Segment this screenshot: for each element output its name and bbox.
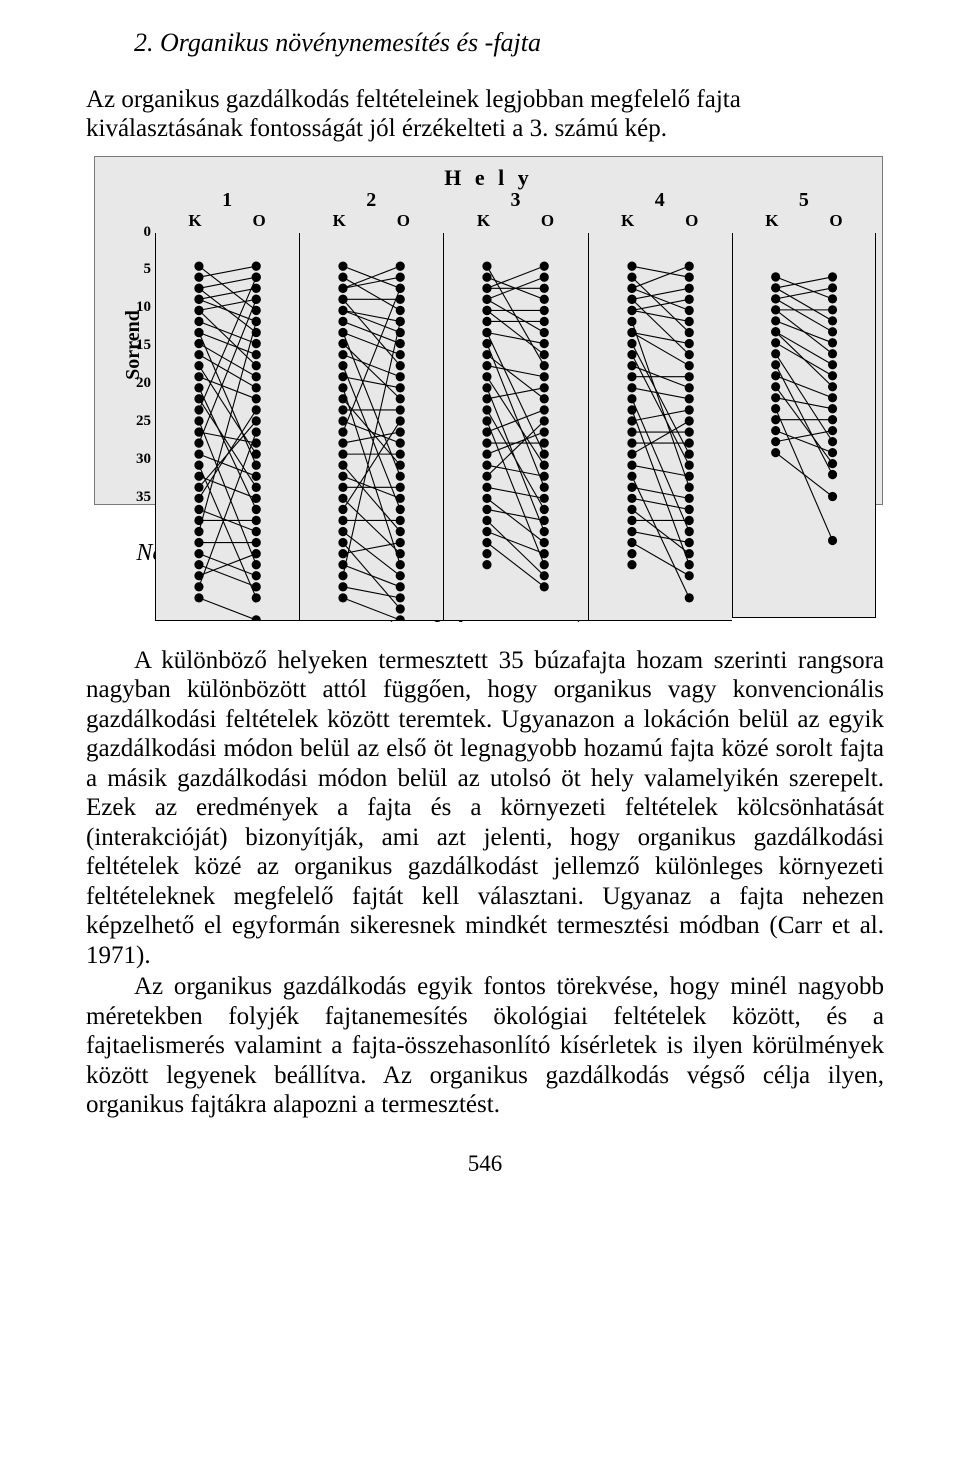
ytick-label: 25 bbox=[136, 413, 151, 431]
intro-paragraph: Az organikus gazdálkodás feltételeinek l… bbox=[86, 85, 884, 144]
ytick-label: 20 bbox=[136, 375, 151, 393]
chart-panel: 5KO bbox=[732, 193, 876, 498]
body-paragraph-1: A különböző helyeken termesztett 35 búza… bbox=[86, 646, 884, 971]
chart-title: H e l y bbox=[101, 165, 876, 191]
panel-svg bbox=[733, 233, 875, 617]
ytick-label: 10 bbox=[136, 299, 151, 317]
panel-sublabel: K bbox=[188, 211, 201, 231]
chart-yaxis: 05101520253035 bbox=[101, 193, 155, 498]
panel-sublabels: KO bbox=[732, 211, 876, 231]
chart-panels: 1KO2KO3KO4KO5KO bbox=[155, 193, 876, 498]
panel-sublabels: KO bbox=[155, 211, 299, 231]
page-number: 546 bbox=[86, 1150, 884, 1177]
panel-svg bbox=[156, 233, 299, 620]
panel-number: 1 bbox=[222, 189, 232, 213]
panel-number: 3 bbox=[511, 189, 521, 213]
chart-panel: 4KO bbox=[588, 193, 732, 498]
panel-sublabel: K bbox=[621, 211, 634, 231]
panel-sublabel: K bbox=[477, 211, 490, 231]
panel-sublabels: KO bbox=[299, 211, 443, 231]
panel-sublabel: O bbox=[829, 211, 842, 231]
ytick-label: 0 bbox=[144, 224, 152, 242]
panel-number: 2 bbox=[366, 189, 376, 213]
ytick-label: 35 bbox=[136, 489, 151, 507]
section-heading: 2. Organikus növénynemesítés és -fajta bbox=[134, 28, 884, 59]
panel-sublabel: O bbox=[253, 211, 266, 231]
panel-number: 4 bbox=[655, 189, 665, 213]
panel-sublabel: K bbox=[765, 211, 778, 231]
chart-container: H e l y Sorrend 05101520253035 1KO2KO3KO… bbox=[86, 156, 884, 505]
panel-svg bbox=[300, 233, 443, 620]
panel-sublabels: KO bbox=[588, 211, 732, 231]
body-paragraph-2: Az organikus gazdálkodás egyik fontos tö… bbox=[86, 972, 884, 1120]
chart-panel: 3KO bbox=[443, 193, 587, 498]
panel-svg bbox=[589, 233, 732, 620]
ytick-label: 30 bbox=[136, 451, 151, 469]
ytick-label: 5 bbox=[144, 262, 152, 280]
panel-sublabel: O bbox=[541, 211, 554, 231]
panel-sublabel: O bbox=[397, 211, 410, 231]
panel-sublabels: KO bbox=[443, 211, 587, 231]
panel-sublabel: O bbox=[685, 211, 698, 231]
chart-panel: 2KO bbox=[299, 193, 443, 498]
panel-number: 5 bbox=[799, 189, 809, 213]
panel-sublabel: K bbox=[333, 211, 346, 231]
chart-panel: 1KO bbox=[155, 193, 299, 498]
panel-svg bbox=[444, 233, 587, 620]
ytick-label: 15 bbox=[136, 337, 151, 355]
